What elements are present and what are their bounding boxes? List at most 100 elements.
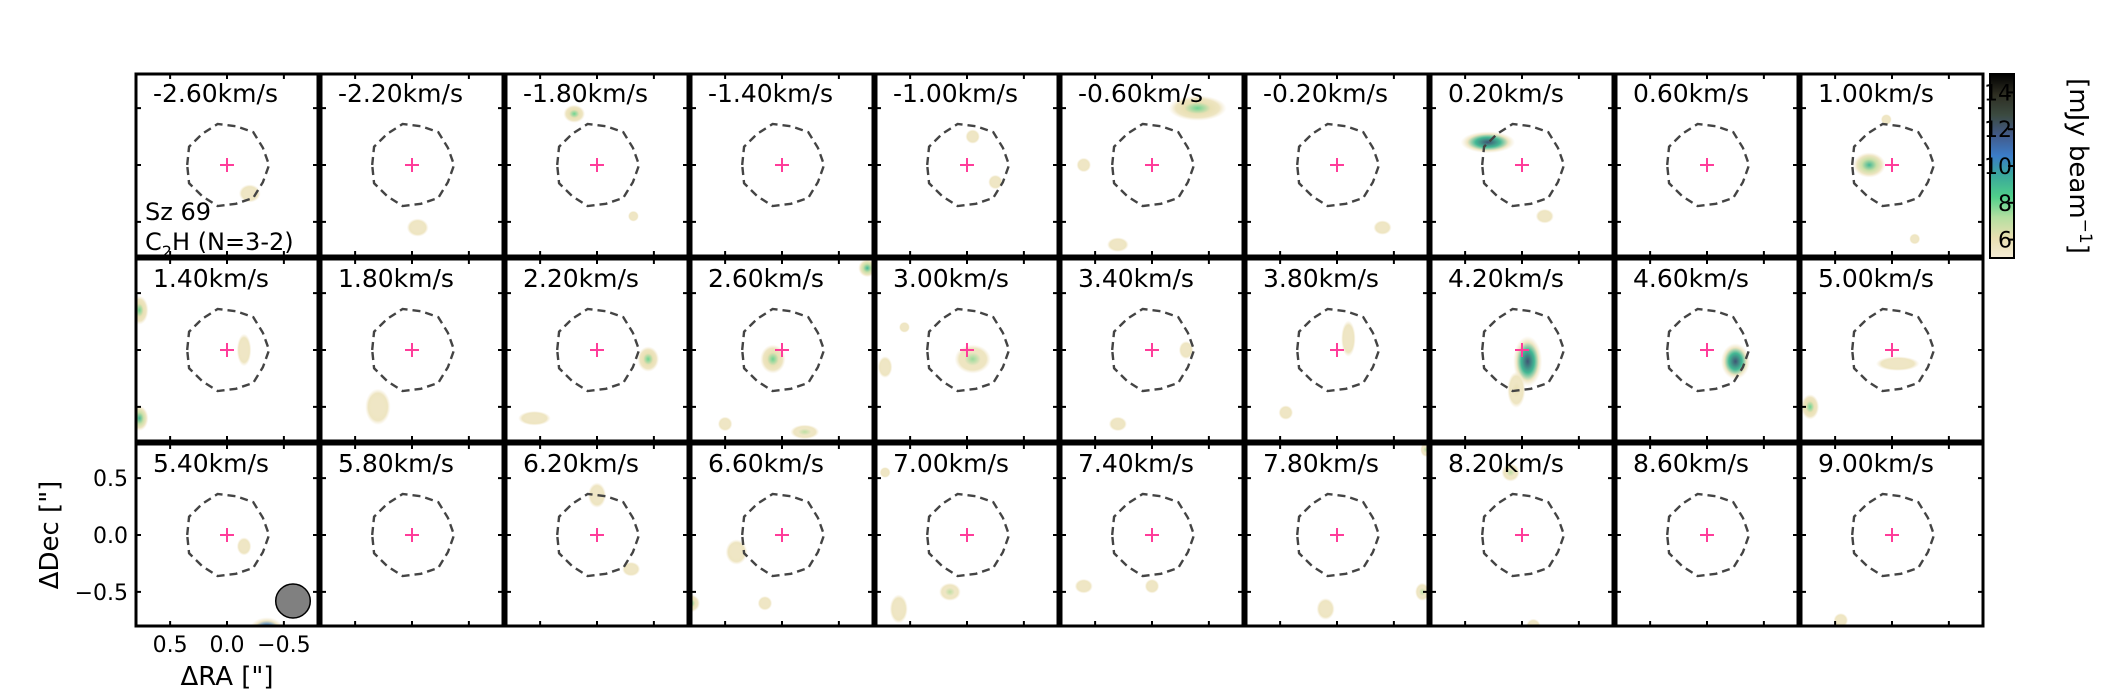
keplerian-mask-contour [185,307,271,393]
panel-frame [1244,442,1430,628]
keplerian-mask-contour [1665,122,1751,208]
emission-blob [691,594,701,613]
emission-blob [1316,598,1335,620]
keplerian-mask-contour [1665,492,1751,578]
channel-velocity-label: 1.00km/s [1818,79,1934,108]
channel-panel-6.60: 6.60km/s [689,442,875,628]
emission-layer [1373,220,1392,235]
emission-layer [1108,340,1194,432]
x-axis-title: ΔRA ["] [180,662,273,692]
channel-velocity-label: 3.80km/s [1263,264,1379,293]
panel-frame [134,72,320,258]
channel-panel-5.80: 5.80km/s [319,442,505,628]
emission-layer [238,184,261,203]
channel-velocity-label: 4.60km/s [1633,264,1749,293]
panel-frame [1429,72,1615,258]
keplerian-mask-contour [555,492,641,578]
emission-blob [1852,152,1886,178]
channel-velocity-label: 3.00km/s [893,264,1009,293]
keplerian-mask-contour [555,307,641,393]
emission-layer [406,218,429,237]
emission-blob [518,410,551,426]
emission-blob [877,356,893,378]
keplerian-mask-contour [370,307,456,393]
x-tick-label: 0.5 [153,633,188,658]
emission-layer [136,295,252,431]
channel-panel-1.00: 1.00km/s [1799,72,1985,258]
channel-velocity-label: 5.80km/s [338,449,454,478]
emission-blob [236,537,252,556]
emission-blob [627,210,639,222]
keplerian-mask-contour [185,492,271,578]
emission-layer [1460,131,1554,224]
channel-velocity-label: 8.20km/s [1448,449,1564,478]
emission-blob [790,424,820,440]
channel-panel--0.20: -0.20km/s [1244,72,1430,258]
emission-blob [1535,208,1554,224]
y-tick-label: −0.5 [75,581,128,606]
emission-blob [1801,394,1820,420]
channel-panel-4.20: 4.20km/s [1429,257,1615,443]
emission-blob [1373,220,1392,235]
channel-panel-4.60: 4.60km/s [1614,257,1800,443]
emission-blob [954,344,991,374]
keplerian-mask-contour [1480,307,1566,393]
emission-layer [563,104,639,222]
keplerian-mask-contour [925,492,1011,578]
keplerian-mask-contour [370,492,456,578]
panel-frame [874,257,1060,443]
emission-blob [1074,578,1093,594]
emission-layer [1833,613,1849,626]
emission-blob [1178,340,1194,360]
channel-velocity-label: 4.20km/s [1448,264,1564,293]
emission-blob [136,295,149,325]
keplerian-mask-contour [740,307,826,393]
emission-blob [1108,416,1127,432]
emission-blob [365,388,391,426]
channel-panel--1.80: -1.80km/s [504,72,690,258]
emission-blob [406,218,429,237]
channel-velocity-label: -2.60km/s [153,79,278,108]
emission-blob [898,321,910,333]
channel-panel-2.60: 2.60km/s [689,257,875,443]
emission-layer [1720,343,1750,380]
emission-layer [365,388,391,426]
emission-blob [1415,582,1428,601]
emission-layer [1801,356,1920,420]
panel-frame [1614,257,1800,443]
emission-blob [1460,131,1516,154]
keplerian-mask-contour [1665,307,1751,393]
colorbar-tick-label: 8 [1998,192,2012,217]
emission-layer [1074,578,1160,594]
keplerian-mask-contour [1850,492,1936,578]
keplerian-mask-contour [1480,492,1566,578]
panel-frame [1059,72,1245,258]
panel-frame [1614,72,1800,258]
channel-velocity-label: 9.00km/s [1818,449,1934,478]
panel-frame [1799,257,1985,443]
channel-velocity-label: -1.80km/s [523,79,648,108]
channel-panel-3.40: 3.40km/s [1059,257,1245,443]
keplerian-mask-contour [370,122,456,208]
emission-blob [725,539,748,565]
emission-layer [587,482,641,577]
emission-layer [1316,444,1428,620]
emission-layer [236,537,284,626]
emission-blob [1168,95,1227,121]
x-tick-label: −0.5 [257,633,310,658]
emission-blob [238,184,261,203]
panel-frame [1059,257,1245,443]
colorbar: 6 8 10 12 14 [mJy beam−1] [1984,73,2095,259]
emission-blob [1076,157,1092,173]
axes-ticks: 0.5 0.0 −0.5 0.5 0.0 −0.5 ΔRA ["] ΔDec ["] [35,467,311,692]
channel-panel--0.60: -0.60km/s [1059,72,1245,258]
emission-layer [691,539,773,613]
source-name-label: Sz 69 [145,198,211,226]
emission-blob [858,259,873,278]
keplerian-mask-contour [1110,492,1196,578]
channel-velocity-label: -0.60km/s [1078,79,1203,108]
channel-velocity-label: 2.20km/s [523,264,639,293]
emission-blob [760,344,786,374]
emission-blob [637,346,660,372]
emission-blob [250,617,284,626]
